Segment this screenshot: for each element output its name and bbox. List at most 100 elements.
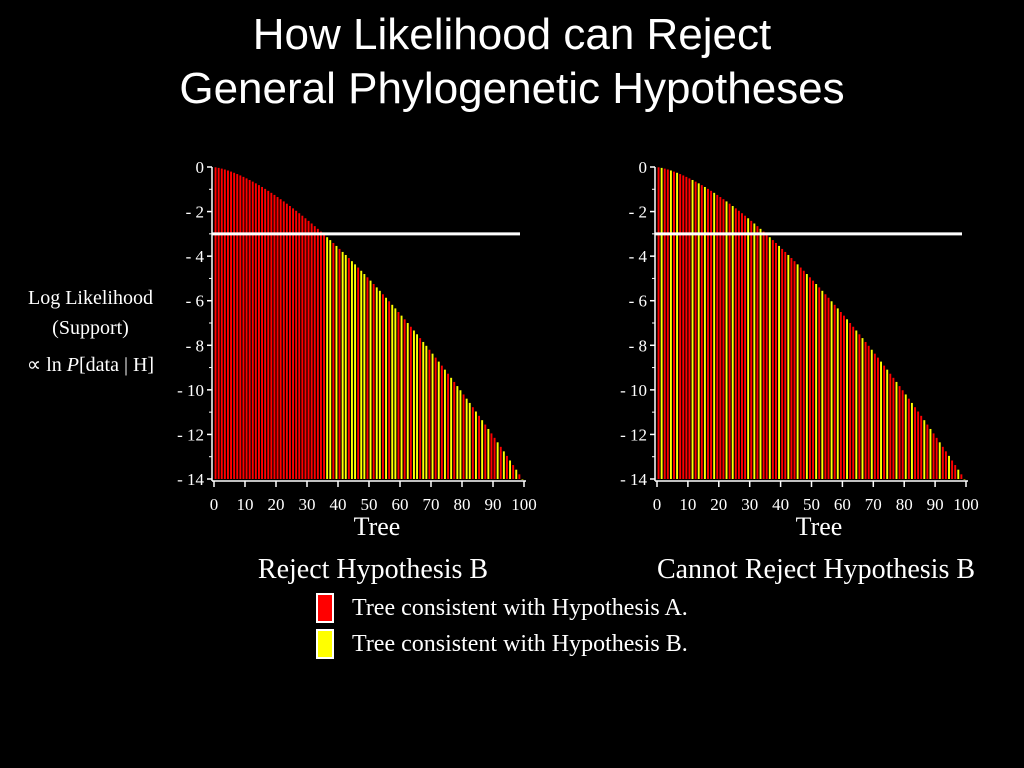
chart-left-bar [267, 190, 270, 479]
chart-left-bar [412, 330, 415, 479]
chart-right-bar [833, 304, 836, 479]
chart-right-bar [765, 234, 768, 479]
chart-left-bar [456, 386, 459, 479]
chart-left-bar [341, 251, 344, 479]
chart-left-bar [304, 218, 307, 479]
chart-right-bar [858, 334, 861, 479]
chart-left-bar [307, 220, 310, 479]
chart-left-bar [474, 411, 477, 479]
chart-right-bar [682, 175, 685, 480]
chart-right-bar [904, 394, 907, 479]
chart-right-bar [926, 424, 929, 479]
chart-left-bar [223, 169, 226, 479]
chart-right-x-tick-label: 40 [772, 495, 789, 514]
chart-right-bar [815, 283, 818, 479]
y-axis-label-line-3: ∝ ln P[data | H] [8, 350, 173, 380]
chart-right-bar [688, 178, 691, 479]
chart-left-bar [292, 208, 295, 480]
chart-left-bar [440, 365, 443, 479]
chart-left-bar [394, 308, 397, 479]
chart-left-bar [400, 315, 403, 479]
chart-left-bar [360, 270, 363, 479]
chart-right-bar [895, 381, 898, 479]
chart-left-bar [357, 267, 360, 479]
legend-label-hypothesis-b: Tree consistent with Hypothesis B. [352, 630, 688, 657]
chart-right-bar [846, 319, 848, 479]
chart-left-bar [425, 345, 428, 479]
chart-left-bar [443, 369, 446, 479]
chart-left-bar [372, 283, 375, 479]
chart-left-bar [509, 460, 512, 479]
chart-right-bar [830, 301, 833, 479]
chart-right-bar [725, 201, 728, 479]
chart-right-bar [793, 261, 796, 479]
chart-left-bar [496, 442, 499, 479]
chart-left-bar [490, 433, 493, 479]
chart-left-bar [273, 194, 276, 479]
chart-right-bar [694, 181, 697, 479]
chart-left-x-tick-label: 60 [392, 495, 409, 514]
chart-left-bar [270, 192, 273, 479]
chart-left-bar [366, 277, 369, 479]
y-axis-label: Log Likelihood (Support) ∝ ln P[data | H… [8, 283, 173, 380]
chart-left-y-tick-label: - 6 [186, 292, 204, 311]
chart-right-bar [787, 254, 790, 479]
chart-right-bar [818, 287, 821, 479]
chart-left-bar [295, 210, 298, 479]
chart-right-bar [824, 294, 827, 479]
chart-right-bar [707, 188, 709, 479]
chart-right-bar [948, 455, 950, 479]
chart-right-bar [910, 402, 913, 479]
chart-right-bar [775, 242, 777, 479]
chart-left-bar [484, 424, 487, 479]
chart-left-bar [471, 407, 474, 479]
chart-left-bar [251, 181, 254, 479]
chart-right-bar [737, 210, 740, 479]
chart-left-bar [217, 167, 220, 479]
chart-right-bar [849, 323, 852, 479]
chart-right-x-tick-label: 100 [953, 495, 979, 514]
chart-left-bar [468, 402, 471, 479]
chart-right-bar [700, 185, 703, 479]
chart-left-x-tick-label: 10 [237, 495, 254, 514]
chart-left-bar [363, 274, 366, 479]
chart-right-bar [741, 213, 743, 480]
chart-right-bar [957, 469, 960, 479]
chart-left-bar [298, 213, 301, 480]
chart-right-bar [876, 357, 879, 479]
chart-left-bar [335, 245, 338, 479]
chart-left-bar [254, 183, 257, 479]
chart-right-bar [842, 315, 845, 479]
chart-right-bar [855, 330, 858, 479]
chart-right-bar [938, 442, 941, 479]
chart-right-bar [768, 237, 771, 479]
chart-left-bar [428, 349, 431, 479]
chart-left-y-tick-label: - 4 [186, 247, 205, 266]
chart-left-xlabel: Tree [353, 512, 401, 541]
chart-right-y-tick-label: - 2 [629, 203, 647, 222]
chart-right-bar [756, 226, 759, 479]
chart-right-bar [929, 428, 932, 479]
chart-right-bar [963, 479, 966, 480]
chart-right-bar [666, 169, 669, 479]
chart-left-bar [406, 323, 409, 479]
chart-right-bar [799, 267, 802, 479]
chart-left-y-tick-label: - 10 [177, 381, 204, 400]
chart-right-bar [932, 433, 935, 479]
chart-left-x-tick-label: 90 [485, 495, 502, 514]
chart-right-bar [771, 240, 774, 479]
chart-left-bar [391, 304, 394, 479]
chart-left-y-tick-label: - 8 [186, 336, 204, 355]
chart-right-bar [805, 274, 808, 479]
chart-left-bar [521, 479, 524, 480]
chart-right-bar [941, 446, 944, 479]
chart-right-bar [821, 290, 824, 479]
chart-left-bar [502, 451, 505, 479]
chart-right-y-tick-label: - 14 [620, 470, 647, 489]
chart-left-bar [323, 234, 326, 479]
chart-left-bar [453, 381, 456, 479]
chart-left-bar [261, 186, 264, 479]
chart-right-bar [898, 386, 901, 479]
chart-right-bar [744, 215, 747, 479]
